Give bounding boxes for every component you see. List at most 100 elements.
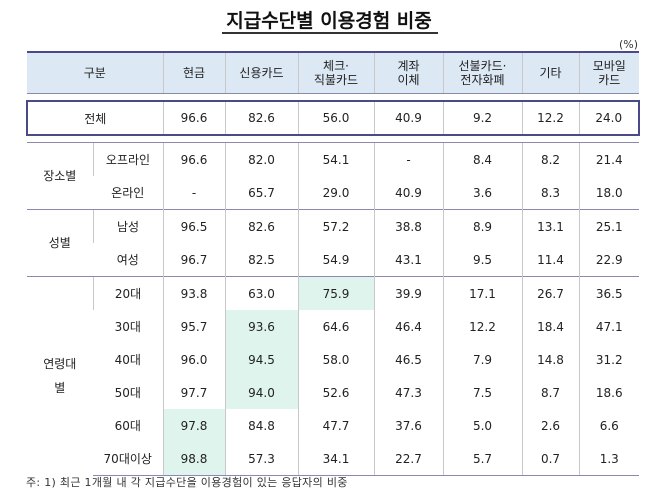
cell: 1.3 [578, 442, 639, 476]
cell-highlighted: 98.8 [162, 442, 225, 476]
cell: 3.6 [442, 176, 522, 210]
page-title: 지급수단별 이용경험 비중 [226, 10, 432, 32]
cell: 82.5 [224, 243, 298, 277]
header-credit: 신용카드 [224, 51, 298, 94]
total-row: 전체 96.6 82.6 56.0 40.9 9.2 12.2 24.0 [26, 100, 640, 136]
cell: 18.4 [521, 310, 579, 343]
table-row: 60대 97.8 84.8 47.7 37.6 5.0 2.6 6.6 [27, 409, 639, 442]
cell: 5.7 [442, 442, 522, 476]
cell: 34.1 [297, 442, 374, 476]
cell-highlighted: 93.6 [224, 310, 298, 343]
cell-highlighted: 75.9 [297, 276, 374, 310]
cell: 40.9 [373, 176, 443, 210]
cell: - [373, 142, 443, 176]
cell: 6.6 [578, 409, 639, 442]
cell: 36.5 [578, 276, 639, 310]
title-underline [222, 32, 438, 34]
cell: 14.8 [521, 343, 579, 376]
cell: 97.7 [162, 376, 225, 409]
cell: 96.6 [162, 100, 225, 136]
cell: 82.6 [224, 100, 298, 136]
cell: 46.5 [373, 343, 443, 376]
header-check: 체크· 직불카드 [297, 51, 374, 94]
row-label: 60대 [114, 419, 141, 433]
cell: 40.9 [373, 100, 443, 136]
cell: 58.0 [297, 343, 374, 376]
row-label: 50대 [114, 386, 141, 400]
header-cash: 현금 [162, 51, 225, 94]
cell-highlighted: 94.0 [224, 376, 298, 409]
header-row: 구분 현금 신용카드 체크· 직불카드 계좌 이체 선불카드· 전자화폐 기타 모바일… [27, 51, 639, 94]
row-label: 40대 [114, 353, 141, 367]
cell: 82.6 [224, 209, 298, 243]
row-label: 여성 [116, 253, 139, 267]
group-label-gender: 성별 [27, 209, 93, 277]
row-label: 남성 [92, 209, 163, 243]
row-label: 온라인 [111, 186, 145, 200]
cell: 82.0 [224, 142, 298, 176]
cell: 96.5 [162, 209, 225, 243]
cell: 52.6 [297, 376, 374, 409]
cell: 25.1 [578, 209, 639, 243]
header-other: 기타 [521, 51, 579, 94]
table-row: 장소별 오프라인 96.6 82.0 54.1 - 8.4 8.2 21.4 [27, 142, 639, 210]
cell: 9.5 [442, 243, 522, 277]
table-row: 30대 95.7 93.6 64.6 46.4 12.2 18.4 47.1 [27, 310, 639, 343]
header-mobile: 모바일 카드 [578, 51, 639, 94]
row-label: 70대이상 [93, 442, 163, 476]
cell: 11.4 [521, 243, 579, 277]
cell: 8.7 [521, 376, 579, 409]
table-row: 50대 97.7 94.0 52.6 47.3 7.5 8.7 18.6 [27, 376, 639, 409]
header-category: 구분 [27, 51, 163, 94]
cell: 18.6 [578, 376, 639, 409]
cell: 5.0 [442, 409, 522, 442]
row-label: 오프라인 [92, 142, 163, 176]
cell: 54.9 [297, 243, 374, 277]
cell: 7.5 [442, 376, 522, 409]
table-row: 70대이상 98.8 57.3 34.1 22.7 5.7 0.7 1.3 [27, 442, 639, 476]
cell: 37.6 [373, 409, 443, 442]
cell: 96.0 [162, 343, 225, 376]
table-row: 여성 96.7 82.5 54.9 43.1 9.5 11.4 22.9 [27, 243, 639, 277]
cell-highlighted: 97.8 [162, 409, 225, 442]
cell: - [162, 176, 225, 210]
cell: 65.7 [224, 176, 298, 210]
header-prepaid: 선불카드· 전자화폐 [442, 51, 522, 94]
cell: 63.0 [224, 276, 298, 310]
row-label: 20대 [92, 276, 163, 310]
table-row: 40대 96.0 94.5 58.0 46.5 7.9 14.8 31.2 [27, 343, 639, 376]
cell: 2.6 [521, 409, 579, 442]
header-transfer: 계좌 이체 [373, 51, 443, 94]
cell: 64.6 [297, 310, 374, 343]
cell: 8.2 [521, 142, 579, 176]
cell: 57.3 [224, 442, 298, 476]
cell: 57.2 [297, 209, 374, 243]
group-label-place: 장소별 [27, 142, 93, 210]
footnote: 주: 1) 최근 1개월 내 각 지급수단을 이용경험이 있는 응답자의 비중 [26, 476, 348, 489]
cell: 29.0 [297, 176, 374, 210]
table-row: 성별 남성 96.5 82.6 57.2 38.8 8.9 13.1 25.1 [27, 209, 639, 277]
cell: 93.8 [162, 276, 225, 310]
cell: 22.9 [578, 243, 639, 277]
cell: 96.6 [162, 142, 225, 176]
cell: 31.2 [578, 343, 639, 376]
cell: 39.9 [373, 276, 443, 310]
table-row: 연령대 별 20대 93.8 63.0 75.9 39.9 17.1 26.7 3… [27, 276, 639, 476]
cell-highlighted: 94.5 [224, 343, 298, 376]
cell: 9.2 [442, 100, 522, 136]
cell: 8.9 [442, 209, 522, 243]
cell: 17.1 [442, 276, 522, 310]
table-row: 온라인 - 65.7 29.0 40.9 3.6 8.3 18.0 [27, 176, 639, 210]
cell: 84.8 [224, 409, 298, 442]
cell: 47.1 [578, 310, 639, 343]
cell: 47.7 [297, 409, 374, 442]
cell: 26.7 [521, 276, 579, 310]
cell: 46.4 [373, 310, 443, 343]
cell: 54.1 [297, 142, 374, 176]
cell: 24.0 [578, 100, 640, 136]
group-label-age: 연령대 별 [27, 276, 93, 476]
cell: 21.4 [578, 142, 639, 176]
cell: 43.1 [373, 243, 443, 277]
cell: 18.0 [578, 176, 639, 210]
unit-label: (%) [618, 38, 638, 51]
